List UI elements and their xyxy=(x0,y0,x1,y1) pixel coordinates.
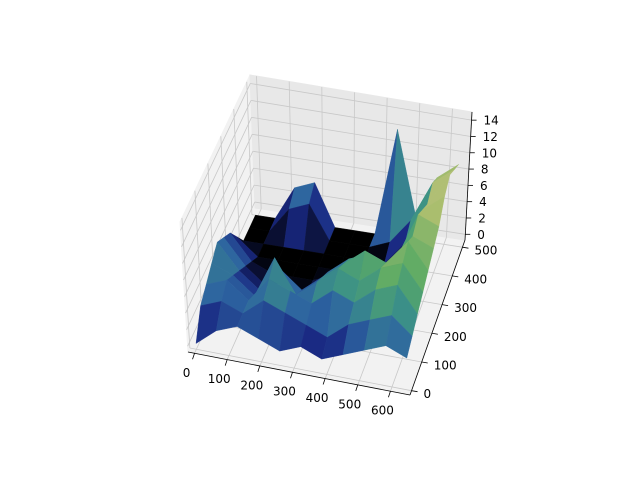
x-tick-label: 500 xyxy=(338,397,361,411)
axis-line xyxy=(187,351,411,396)
y-tick-label: 400 xyxy=(464,272,487,286)
y-tick-label: 0 xyxy=(424,387,432,401)
grid-line xyxy=(251,116,470,154)
grid-line xyxy=(250,100,471,137)
tick-mark xyxy=(224,359,228,366)
grid-line xyxy=(321,86,324,219)
grid-line xyxy=(390,237,447,392)
tick-mark xyxy=(431,332,438,335)
grid-line xyxy=(252,133,469,170)
grid-line xyxy=(353,92,355,224)
x-tick-label: 300 xyxy=(273,385,296,399)
tick-mark xyxy=(355,384,359,392)
tick-mark xyxy=(322,378,326,385)
x-tick-label: 100 xyxy=(208,372,231,386)
grid-line xyxy=(189,347,412,392)
z-tick-label: 0 xyxy=(477,228,485,242)
z-tick-label: 10 xyxy=(482,146,497,160)
x-tick-label: 0 xyxy=(183,366,191,380)
grid-line xyxy=(180,83,251,231)
grid-line xyxy=(256,76,262,209)
axis-line xyxy=(409,239,466,396)
grid-line xyxy=(252,150,469,186)
grid-line xyxy=(184,151,254,297)
grid-line xyxy=(182,117,252,264)
tick-mark xyxy=(452,275,459,278)
y-tick-label: 500 xyxy=(474,244,497,258)
tick-mark xyxy=(192,353,195,360)
x-tick-label: 400 xyxy=(306,391,329,405)
tick-mark xyxy=(411,390,418,393)
tick-mark xyxy=(388,391,391,398)
tick-mark xyxy=(442,304,449,306)
z-tick-label: 2 xyxy=(478,211,486,225)
z-tick-label: 14 xyxy=(484,114,499,128)
z-tick-label: 4 xyxy=(479,195,487,209)
tick-mark xyxy=(462,246,469,249)
tick-mark xyxy=(290,372,293,379)
x-tick-label: 600 xyxy=(371,404,394,418)
grid-line xyxy=(250,83,472,121)
y-tick-label: 300 xyxy=(454,301,477,315)
surface-patch xyxy=(385,314,413,359)
axis-line xyxy=(464,111,473,241)
tick-mark xyxy=(421,361,428,364)
y-tick-label: 100 xyxy=(434,358,457,372)
grid-line xyxy=(288,81,293,214)
tick-mark xyxy=(257,365,261,373)
grid-line xyxy=(181,100,252,248)
z-tick-label: 8 xyxy=(481,163,489,177)
z-tick-label: 6 xyxy=(480,179,488,193)
grid-line xyxy=(183,134,253,281)
z-tick-label: 12 xyxy=(483,130,498,144)
x-tick-label: 200 xyxy=(240,378,263,392)
y-tick-label: 200 xyxy=(444,330,467,344)
